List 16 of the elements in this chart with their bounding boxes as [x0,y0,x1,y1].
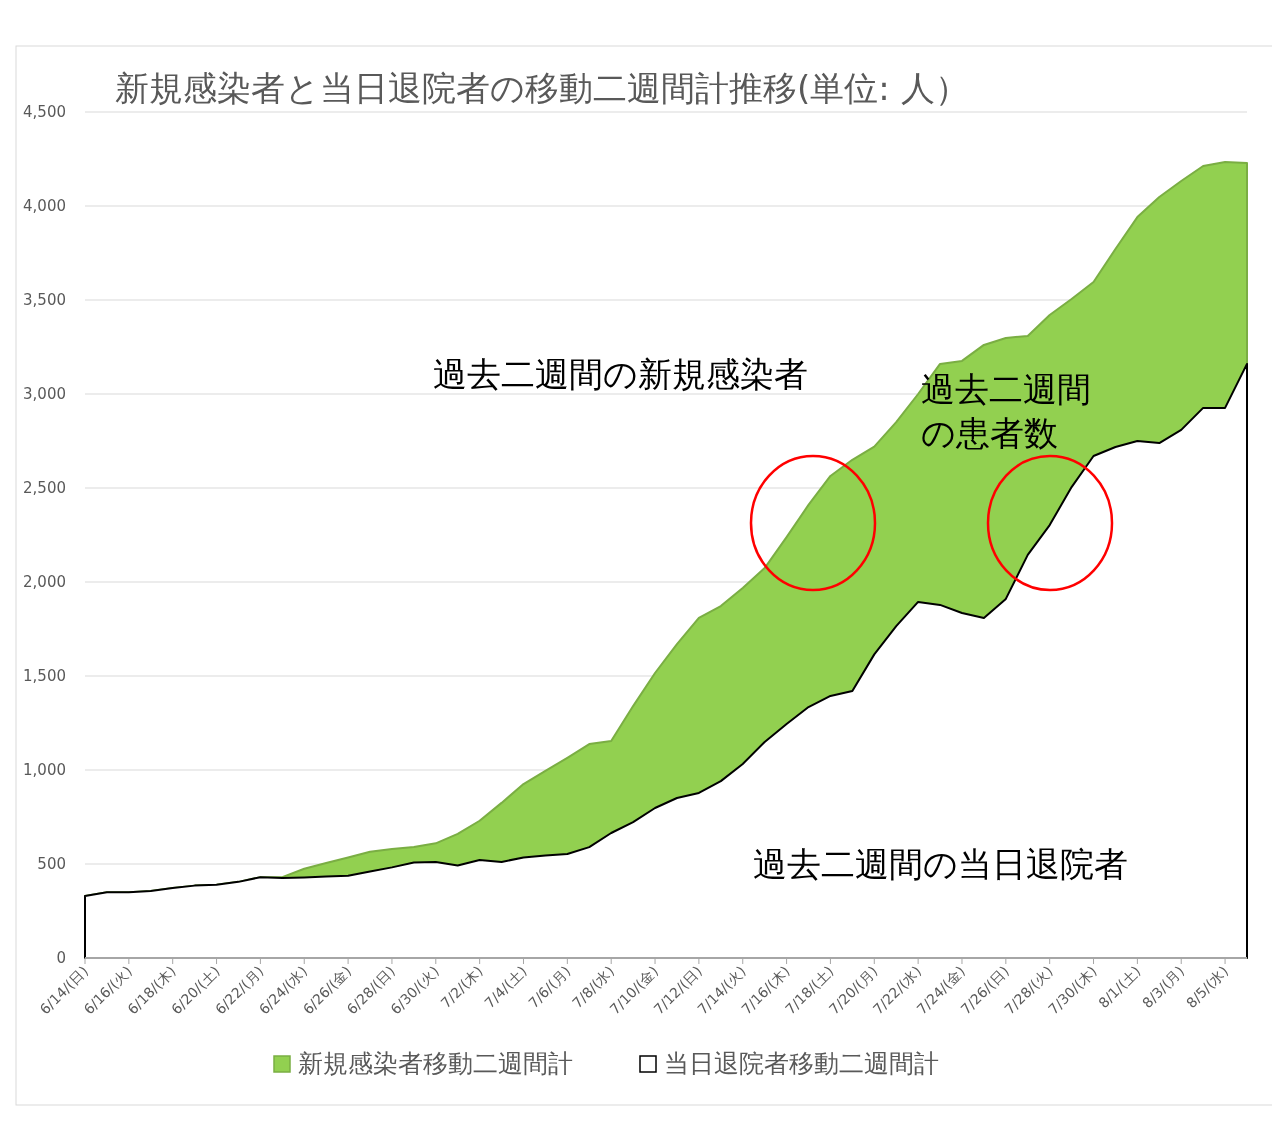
y-tick-label: 1,000 [23,761,66,779]
y-tick-label: 500 [37,855,66,873]
y-tick-label: 4,500 [23,103,66,121]
y-tick-label: 2,500 [23,479,66,497]
annotation: 過去二週間の患者数 [921,369,1091,453]
y-tick-label: 3,000 [23,385,66,403]
annotation: 過去二週間の当日退院者 [753,844,1128,884]
legend-label: 新規感染者移動二週間計 [298,1049,573,1078]
legend-label: 当日退院者移動二週間計 [664,1049,939,1078]
y-tick-label: 3,500 [23,291,66,309]
annotation: 過去二週間の新規感染者 [433,354,808,394]
chart-title: 新規感染者と当日退院者の移動二週間計推移(単位: 人） [115,68,969,108]
y-tick-label: 2,000 [23,573,66,591]
y-tick-label: 4,000 [23,197,66,215]
y-tick-label: 1,500 [23,667,66,685]
y-tick-label: 0 [56,949,66,967]
